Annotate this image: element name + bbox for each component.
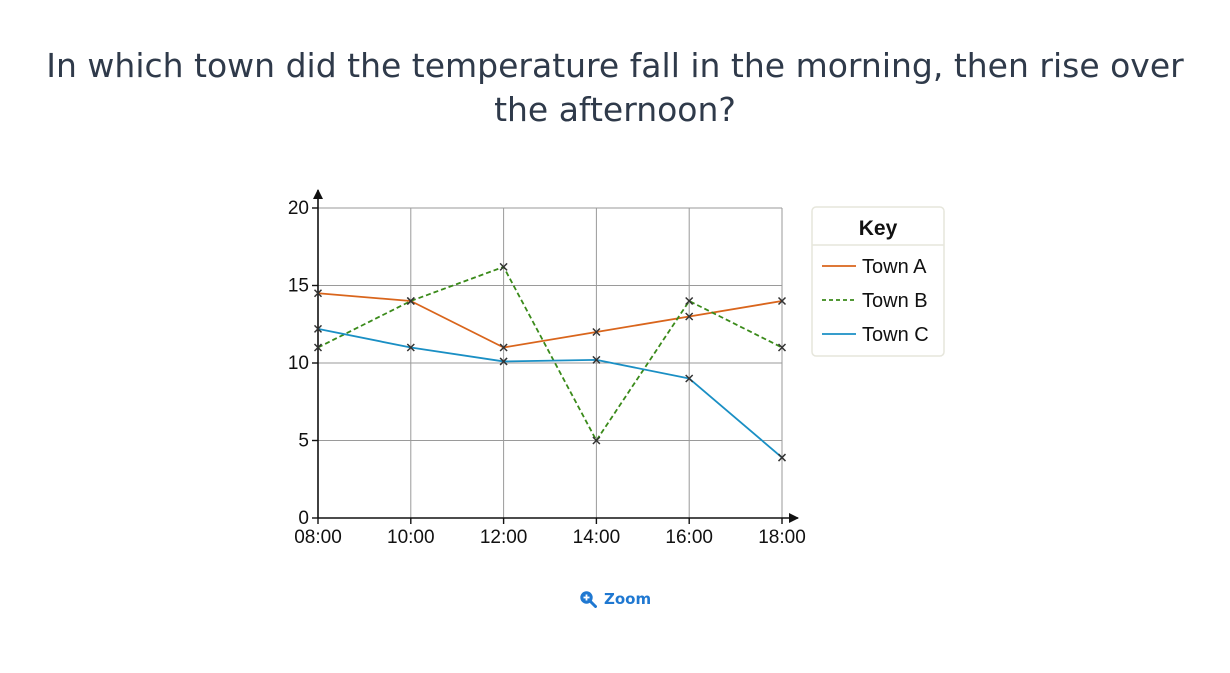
series-1-point <box>499 262 508 271</box>
x-tick-label: 10:00 <box>387 527 435 548</box>
x-tick-label: 14:00 <box>573 527 621 548</box>
series-2-point <box>313 324 323 333</box>
series-1-line <box>317 266 783 442</box>
series-1-point <box>777 343 787 352</box>
series-1-group <box>313 262 787 445</box>
series-1-point <box>313 343 323 352</box>
y-tick-label: 15 <box>288 276 309 297</box>
series-2-group <box>313 324 787 462</box>
x-tick-label: 18:00 <box>758 527 806 548</box>
chart-axes <box>313 189 799 523</box>
y-tick-label: 0 <box>298 508 309 529</box>
series-1-point <box>592 436 601 445</box>
legend-label: Town C <box>862 324 929 346</box>
series-0-point <box>499 343 508 352</box>
x-axis-ticks: 08:00 10:00 12:00 14:00 16:00 18:00 <box>294 518 806 548</box>
series-0-point <box>685 312 694 321</box>
x-tick-label: 12:00 <box>480 527 528 548</box>
series-1-point <box>406 296 415 306</box>
legend-items: Town A Town B Town C <box>822 256 929 346</box>
zoom-in-icon <box>580 591 597 608</box>
series-2-line <box>317 328 783 459</box>
x-tick-label: 08:00 <box>294 527 342 548</box>
series-2-point <box>685 374 694 383</box>
legend-title: Key <box>859 217 898 240</box>
series-2-point <box>777 453 787 462</box>
series-2-point <box>499 357 508 366</box>
series-2-point <box>406 343 415 352</box>
chart-series <box>313 262 787 462</box>
series-0-point <box>313 289 323 298</box>
chart-grid <box>318 207 783 518</box>
series-0-point <box>592 327 601 337</box>
legend-label: Town B <box>862 290 928 312</box>
zoom-label: Zoom <box>604 590 652 608</box>
x-tick-label: 16:00 <box>665 527 713 548</box>
series-1-point <box>685 296 694 306</box>
chart-legend: Key Town A Town B Town C <box>811 206 945 357</box>
zoom-button[interactable]: Zoom <box>579 590 651 608</box>
question-text: In which town did the temperature fall i… <box>46 46 1184 129</box>
legend-label: Town A <box>862 256 927 278</box>
y-tick-label: 10 <box>288 353 309 374</box>
series-2-point <box>592 355 601 364</box>
series-0-line <box>317 292 783 349</box>
y-tick-label: 5 <box>298 431 309 452</box>
y-axis-ticks: 0 5 10 15 20 <box>288 198 318 529</box>
y-tick-label: 20 <box>288 198 309 219</box>
series-0-point <box>777 296 787 306</box>
